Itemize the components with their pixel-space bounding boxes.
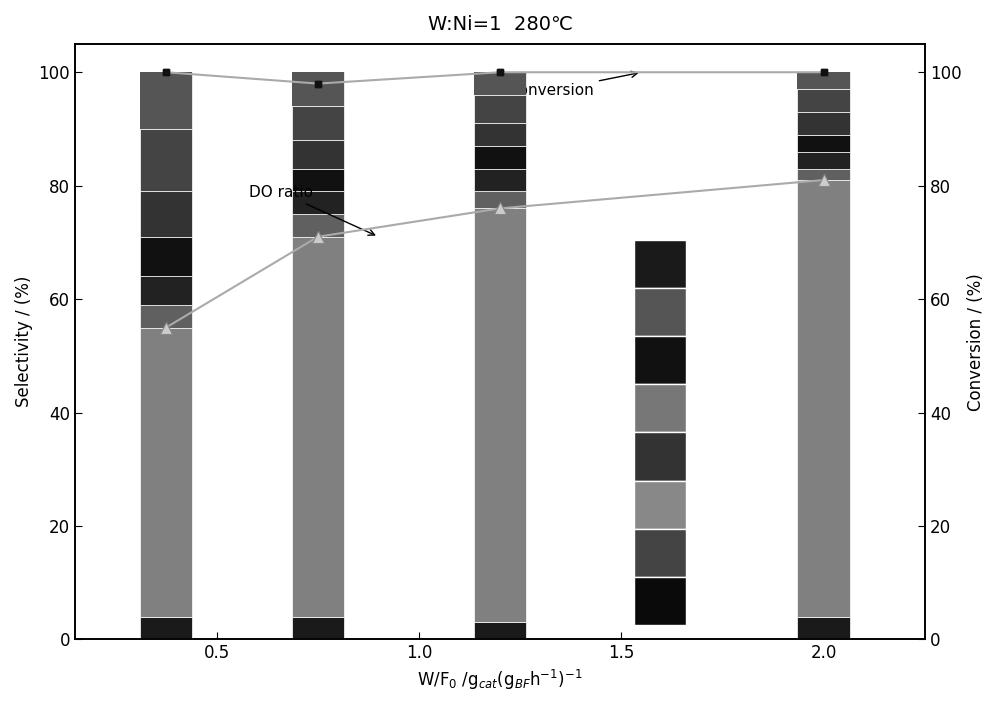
Bar: [634, 529, 686, 577]
Bar: [634, 240, 686, 288]
Bar: [140, 237, 192, 276]
Bar: [292, 72, 344, 106]
Bar: [292, 140, 344, 169]
Bar: [292, 617, 344, 640]
Y-axis label: Conversion / (%): Conversion / (%): [967, 273, 985, 411]
Bar: [140, 72, 192, 129]
Bar: [474, 622, 526, 640]
Bar: [797, 72, 850, 89]
Bar: [797, 169, 850, 180]
Bar: [140, 72, 192, 129]
Text: DO ratio: DO ratio: [249, 185, 375, 235]
Bar: [797, 180, 850, 617]
Bar: [634, 288, 686, 336]
Bar: [797, 72, 850, 89]
Bar: [634, 384, 686, 433]
Bar: [797, 112, 850, 134]
Bar: [634, 577, 686, 625]
Title: W:Ni=1  280℃: W:Ni=1 280℃: [428, 15, 572, 34]
Y-axis label: Selectivity / (%): Selectivity / (%): [15, 276, 33, 407]
Bar: [292, 72, 344, 106]
Bar: [474, 95, 526, 123]
Bar: [140, 617, 192, 640]
Bar: [797, 89, 850, 112]
Bar: [474, 123, 526, 146]
Bar: [292, 214, 344, 237]
Text: Conversion: Conversion: [508, 71, 637, 98]
Bar: [292, 192, 344, 214]
Bar: [474, 209, 526, 622]
Bar: [292, 237, 344, 617]
Bar: [140, 327, 192, 617]
Bar: [140, 192, 192, 237]
Bar: [474, 72, 526, 95]
Bar: [474, 146, 526, 169]
Bar: [797, 617, 850, 640]
Bar: [634, 433, 686, 481]
X-axis label: W/F$_0$ /g$_{cat}$(g$_{BF}$h$^{-1}$)$^{-1}$: W/F$_0$ /g$_{cat}$(g$_{BF}$h$^{-1}$)$^{-…: [417, 668, 583, 692]
Bar: [140, 129, 192, 192]
Bar: [474, 192, 526, 209]
Bar: [140, 305, 192, 327]
Bar: [292, 106, 344, 140]
Bar: [634, 336, 686, 384]
Bar: [797, 152, 850, 169]
Bar: [474, 72, 526, 95]
Bar: [797, 134, 850, 152]
Bar: [292, 169, 344, 192]
Bar: [634, 481, 686, 529]
Bar: [140, 276, 192, 305]
Bar: [474, 169, 526, 192]
